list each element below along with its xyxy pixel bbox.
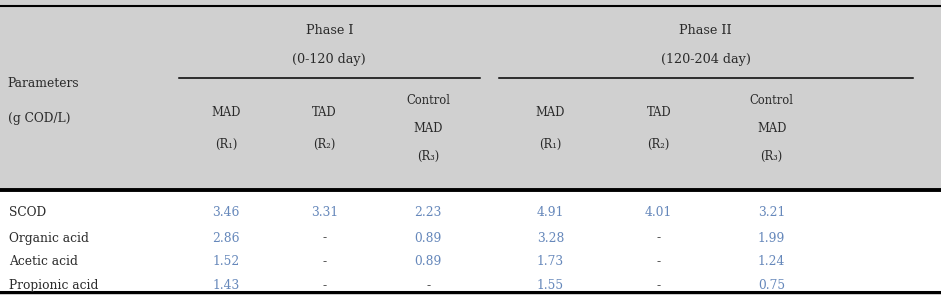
Text: 1.99: 1.99 xyxy=(758,232,786,245)
Text: (R₂): (R₂) xyxy=(647,137,670,151)
Text: (R₁): (R₁) xyxy=(215,137,237,151)
Text: -: - xyxy=(657,255,661,268)
Bar xyxy=(0,6,941,190)
Text: 1.24: 1.24 xyxy=(758,255,786,268)
Bar xyxy=(0,190,941,292)
Text: 2.23: 2.23 xyxy=(414,206,442,219)
Text: 1.52: 1.52 xyxy=(213,255,239,268)
Text: 3.31: 3.31 xyxy=(311,206,338,219)
Text: (120-204 day): (120-204 day) xyxy=(661,53,751,66)
Text: -: - xyxy=(323,255,327,268)
Text: (0-120 day): (0-120 day) xyxy=(293,53,366,66)
Text: (R₂): (R₂) xyxy=(313,137,336,151)
Text: MAD: MAD xyxy=(413,122,443,135)
Text: MAD: MAD xyxy=(211,106,241,119)
Text: Acetic acid: Acetic acid xyxy=(9,255,78,268)
Text: Propionic acid: Propionic acid xyxy=(9,279,99,292)
Text: 4.91: 4.91 xyxy=(536,206,565,219)
Text: 3.28: 3.28 xyxy=(536,232,565,245)
Text: (R₁): (R₁) xyxy=(539,137,562,151)
Text: 3.21: 3.21 xyxy=(758,206,785,219)
Text: TAD: TAD xyxy=(646,106,671,119)
Text: Control: Control xyxy=(407,94,450,107)
Text: Parameters: Parameters xyxy=(8,77,79,90)
Text: 2.86: 2.86 xyxy=(212,232,240,245)
Text: 3.46: 3.46 xyxy=(212,206,240,219)
Text: -: - xyxy=(323,279,327,292)
Text: 4.01: 4.01 xyxy=(646,206,672,219)
Text: Phase I: Phase I xyxy=(306,24,353,37)
Text: Phase II: Phase II xyxy=(679,24,732,37)
Text: Control: Control xyxy=(750,94,793,107)
Text: (g COD/L): (g COD/L) xyxy=(8,112,70,125)
Text: (R₃): (R₃) xyxy=(417,150,439,163)
Text: SCOD: SCOD xyxy=(9,206,47,219)
Text: 1.73: 1.73 xyxy=(537,255,564,268)
Text: MAD: MAD xyxy=(757,122,787,135)
Text: MAD: MAD xyxy=(535,106,566,119)
Text: -: - xyxy=(426,279,430,292)
Text: 1.55: 1.55 xyxy=(537,279,564,292)
Text: 1.43: 1.43 xyxy=(213,279,239,292)
Text: -: - xyxy=(657,279,661,292)
Text: TAD: TAD xyxy=(312,106,337,119)
Text: -: - xyxy=(657,232,661,245)
Text: 0.75: 0.75 xyxy=(758,279,785,292)
Text: Organic acid: Organic acid xyxy=(9,232,89,245)
Text: 0.89: 0.89 xyxy=(414,255,442,268)
Text: 0.89: 0.89 xyxy=(414,232,442,245)
Text: -: - xyxy=(323,232,327,245)
Text: (R₃): (R₃) xyxy=(760,150,783,163)
